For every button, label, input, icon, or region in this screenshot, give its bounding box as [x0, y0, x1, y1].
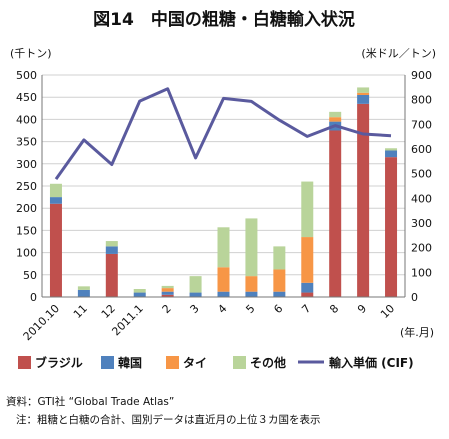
legend-swatch: [233, 356, 246, 369]
price-line: [54, 87, 392, 180]
bar-segment: [273, 291, 286, 297]
bar-segment: [77, 286, 90, 290]
y-left-tick-label: 500: [16, 69, 37, 82]
x-tick-label: 9: [355, 302, 369, 316]
y-right-tick-label: 100: [411, 266, 432, 279]
legend-label: タイ: [183, 356, 207, 370]
bar-segment: [133, 289, 146, 293]
bars-group: [49, 87, 398, 297]
bar-segment: [161, 288, 174, 292]
bar-segment: [245, 218, 258, 277]
y-left-tick-label: 450: [16, 91, 37, 104]
y-right-tick-label: 500: [411, 168, 432, 181]
x-tick-label: 2011.1: [109, 302, 145, 338]
bar-segment: [329, 111, 342, 118]
footnotes: 資料：GTI社 “Global Trade Atlas” 注：粗糖と白糖の合計、…: [6, 393, 321, 429]
y-right-tick-label: 700: [411, 118, 432, 131]
bar-segment: [49, 183, 62, 198]
chart: 図14 中国の粗糖・白糖輸入状況 (千トン) (米ドル／トン) 05010015…: [10, 9, 436, 370]
bar-segment: [385, 157, 398, 297]
bar-segment: [217, 227, 230, 268]
x-tick-label: 5: [243, 302, 257, 316]
x-tick-label: 11: [71, 302, 90, 321]
x-tick-label: 6: [271, 302, 285, 316]
x-tick-label: 2010.10: [21, 302, 62, 343]
source-note: 資料：GTI社 “Global Trade Atlas”: [6, 396, 175, 408]
y-right-tick-label: 200: [411, 242, 432, 255]
x-tick-label: 12: [99, 302, 118, 321]
price-line-group: [54, 87, 392, 180]
y-left-tick-label: 50: [23, 269, 37, 282]
bar-segment: [273, 246, 286, 270]
bar-segment: [385, 148, 398, 151]
bar-segment: [77, 289, 90, 297]
legend-label: その他: [250, 355, 286, 370]
chart-title: 図14 中国の粗糖・白糖輸入状況: [93, 9, 355, 30]
axes-group: 0 50 100 150 200 250 300 350 400 450 500 0 100 200 300…: [16, 69, 432, 343]
legend-label: ブラジル: [35, 355, 83, 370]
bar-segment: [301, 181, 314, 238]
legend: ブラジル 韓国 タイ その他 輸入単価 (CIF): [18, 355, 414, 370]
y-left-tick-label: 400: [16, 113, 37, 126]
bar-segment: [357, 103, 370, 297]
y-left-tick-label: 100: [16, 247, 37, 260]
bar-segment: [189, 276, 202, 293]
bar-segment: [329, 117, 342, 122]
legend-label: 韓国: [118, 355, 142, 370]
y-left-tick-label: 300: [16, 158, 37, 171]
x-tick-label: 3: [188, 302, 202, 316]
legend-swatch: [101, 356, 114, 369]
y-right-tick-label: 400: [411, 192, 432, 205]
bar-segment: [161, 285, 174, 289]
bar-segment: [161, 291, 174, 295]
y-left-tick-label: 250: [16, 180, 37, 193]
bar-segment: [133, 292, 146, 297]
bar-segment: [49, 203, 62, 297]
bar-segment: [357, 94, 370, 104]
bar-segment: [189, 292, 202, 297]
y-left-tick-label: 350: [16, 136, 37, 149]
x-unit: (年.月): [400, 325, 434, 339]
y-left-tick-label: 150: [16, 224, 37, 237]
y-left-unit: (千トン): [10, 47, 52, 60]
bar-segment: [301, 282, 314, 293]
bar-segment: [329, 130, 342, 297]
y-left-tick-label: 0: [30, 291, 37, 304]
bar-segment: [105, 253, 118, 297]
bar-segment: [301, 292, 314, 297]
bar-segment: [245, 291, 258, 297]
bar-segment: [357, 87, 370, 93]
x-tick-label: 2: [160, 302, 174, 316]
y-right-tick-label: 600: [411, 143, 432, 156]
y-right-tick-label: 0: [411, 291, 418, 304]
y-right-tick-label: 800: [411, 94, 432, 107]
y-right-unit: (米ドル／トン): [361, 47, 436, 60]
bar-segment: [301, 237, 314, 283]
y-right-tick-label: 300: [411, 217, 432, 230]
bar-segment: [385, 150, 398, 158]
bar-segment: [105, 246, 118, 254]
legend-label: 輸入単価 (CIF): [329, 355, 414, 370]
y-left-tick-label: 200: [16, 202, 37, 215]
x-tick-label: 10: [378, 302, 397, 321]
x-tick-label: 4: [215, 302, 229, 316]
data-note: 注：粗糖と白糖の合計、国別データは直近月の上位３カ国を表示: [16, 414, 321, 426]
bar-segment: [273, 269, 286, 292]
y-right-tick-label: 900: [411, 69, 432, 82]
legend-swatch: [166, 356, 179, 369]
legend-swatch: [18, 356, 31, 369]
x-tick-label: 8: [327, 302, 341, 316]
bar-segment: [245, 276, 258, 292]
bar-segment: [161, 294, 174, 297]
bar-segment: [105, 241, 118, 247]
x-tick-label: 7: [299, 302, 313, 316]
bar-segment: [217, 267, 230, 292]
bar-segment: [357, 92, 370, 95]
bar-segment: [49, 197, 62, 204]
bar-segment: [217, 291, 230, 297]
